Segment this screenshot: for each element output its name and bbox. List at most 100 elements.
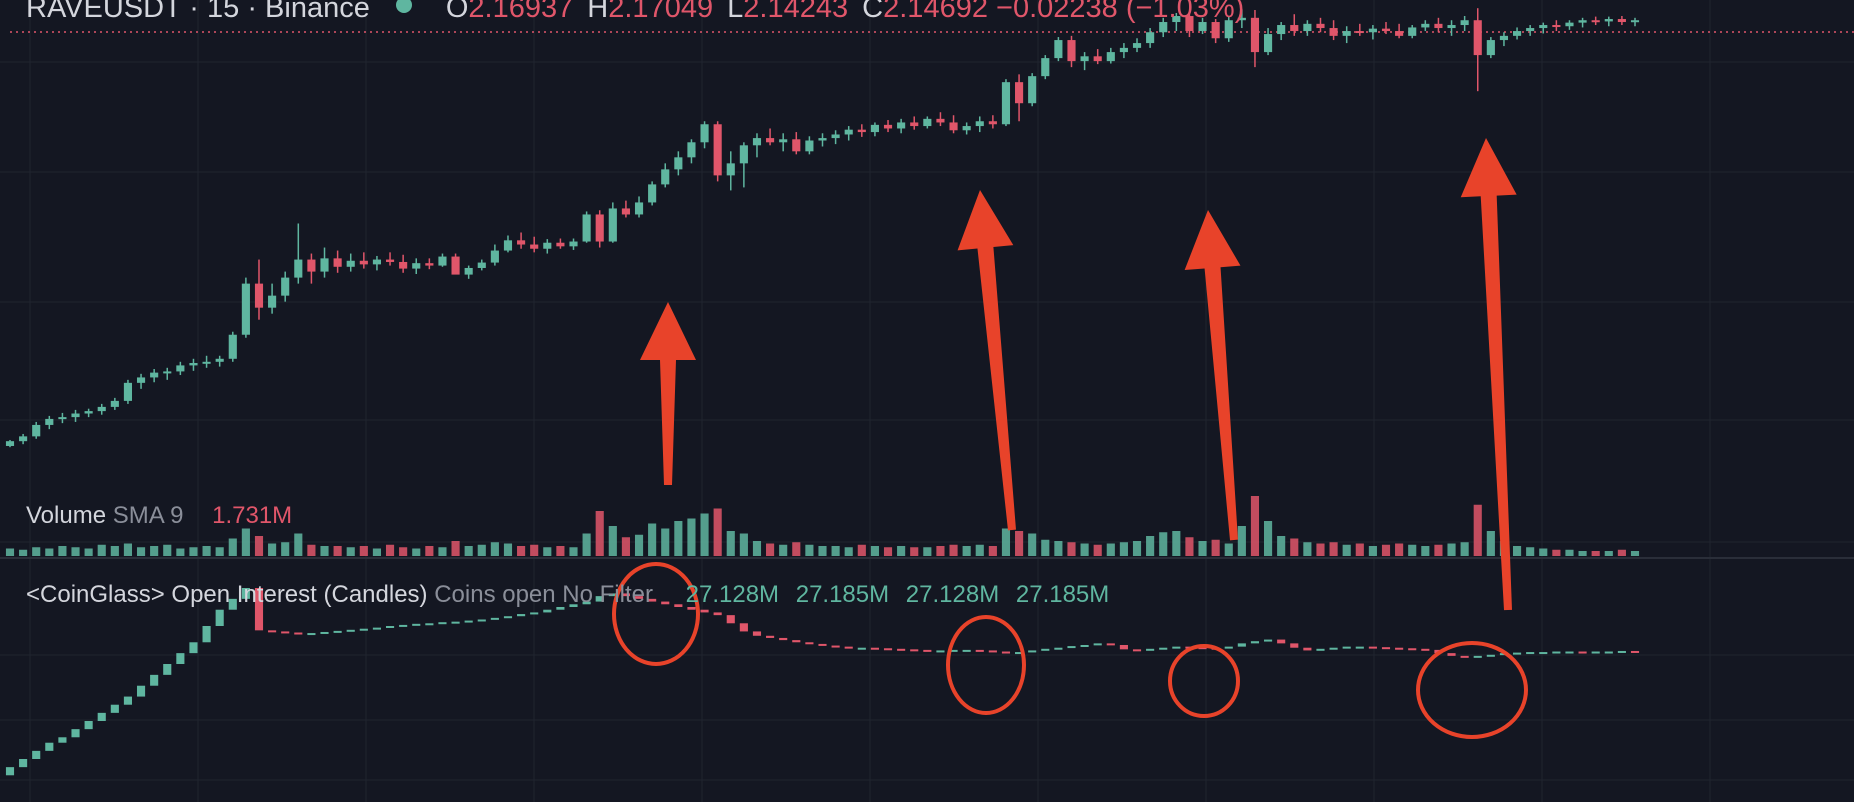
volume-bar [1237,526,1246,556]
oi-candle [464,620,473,623]
oi-candle [1591,651,1600,654]
oi-candle [1565,651,1574,654]
price-candle [1015,82,1024,104]
volume-bar [831,546,840,556]
volume-bar [123,543,133,556]
oi-candle [438,622,447,625]
volume-bar [1290,538,1299,556]
price-candle [1041,58,1050,77]
price-candle [268,295,277,308]
volume-bar [779,544,788,556]
close-value: 2.14692 [883,0,988,24]
volume-bar [608,526,617,556]
price-candle [451,256,460,275]
volume-bar [110,546,119,556]
volume-bar [215,547,224,556]
volume-bar [543,547,552,556]
volume-bar [1198,541,1207,556]
oi-candle [1460,655,1469,658]
volume-bar [84,548,93,556]
volume-bar [412,548,421,556]
price-candle [254,283,264,308]
oi-candle [1198,647,1207,650]
volume-bar [425,546,434,556]
price-candle [883,124,893,129]
price-candle [857,129,866,133]
symbol-label[interactable]: RAVEUSDT · 15 · Binance [26,0,370,24]
volume-bar [5,548,15,556]
volume-bar [897,546,906,556]
oi-candle [1054,647,1063,650]
price-candle [1093,56,1102,62]
price-candle [359,260,368,265]
price-candle [936,118,945,123]
volume-bar [687,518,696,556]
oi-candle [1552,651,1561,654]
price-candle [661,169,670,185]
price-candle [281,277,290,296]
oi-candle [1067,646,1076,649]
oi-candle [1277,639,1286,644]
volume-bar [1552,549,1561,556]
volume-bar [294,533,303,556]
oi-candle [1041,648,1050,651]
oi-candle [608,593,617,597]
volume-bar [1264,521,1273,556]
annotation-arrow [957,190,1016,531]
open-key: O [445,0,469,24]
oi-candle [975,649,984,652]
volume-bar [1146,536,1155,556]
annotation-arrow [1460,138,1517,611]
volume-pane-legend[interactable]: Volume SMA 9 1.731M [26,502,292,530]
price-candle [503,240,513,251]
volume-bar [32,547,41,556]
price-candle [844,129,853,135]
oi-candle [97,712,106,721]
oi-candle [1001,651,1011,654]
price-candle [1250,17,1260,53]
volume-bar [150,546,159,556]
price-candle [372,259,381,265]
price-candle [1395,31,1404,36]
price-candle [1355,31,1364,34]
oi-candle [687,607,696,610]
volume-bar [1526,547,1535,556]
volume-bar [1211,539,1220,556]
volume-bar [1093,544,1102,556]
price-candle [674,157,683,170]
volume-bar [1539,548,1548,556]
oi-candle [582,601,591,605]
annotation-circle [946,615,1026,715]
price-candle [32,424,41,437]
price-candle [307,259,316,272]
price-candle [1132,43,1142,48]
volume-bar [399,547,408,556]
price-candle [1303,23,1312,32]
oi-candle [136,685,146,697]
oi-candle [1604,651,1613,654]
oi-candle [962,649,971,652]
price-candle [1565,22,1574,27]
oi-pane-legend[interactable]: <CoinGlass> Open Interest (Candles) Coin… [26,581,1109,609]
oi-candle [1512,652,1522,655]
close-key: C [862,0,884,24]
oi-candle [857,647,866,650]
volume-bar [910,547,919,556]
volume-bar [582,533,591,556]
oi-candle [1342,646,1351,649]
oi-candle [792,640,801,643]
volume-bar [490,542,499,556]
oi-candle [490,617,499,620]
volume-bar [333,546,342,556]
oi-candle [1368,646,1377,649]
volume-bar [1185,537,1194,556]
volume-bar [176,548,185,556]
volume-bar [1512,546,1522,556]
price-candle [752,138,762,146]
oi-candle [268,630,277,633]
oi-value-2: 27.185M [795,581,890,608]
oi-candle [412,623,421,626]
price-candle [949,122,958,131]
price-candle [1080,56,1089,62]
